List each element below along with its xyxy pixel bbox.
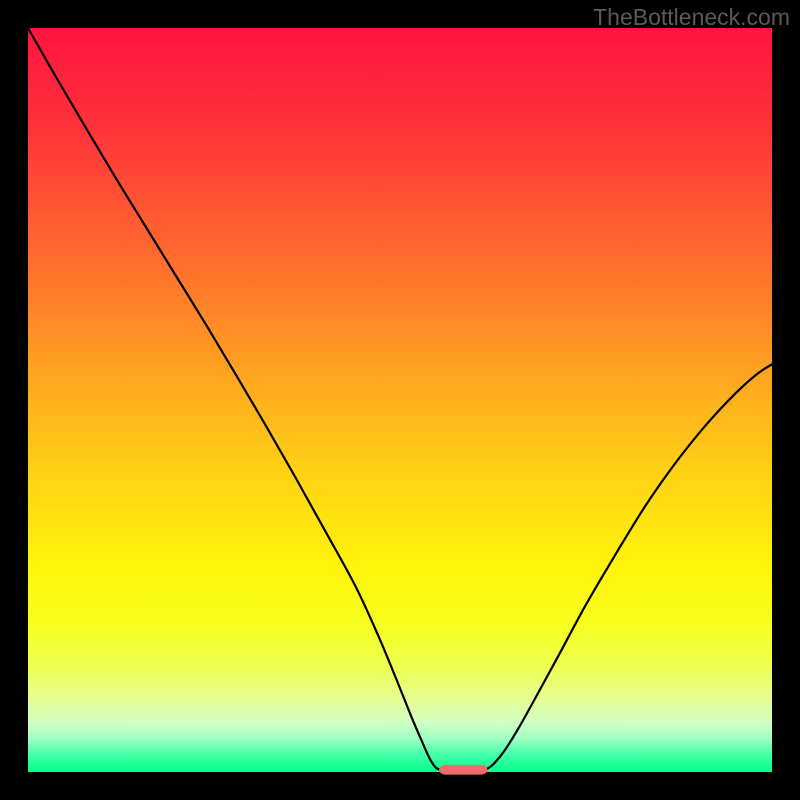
plot-background xyxy=(28,28,772,772)
bottleneck-marker xyxy=(439,765,487,775)
watermark-text: TheBottleneck.com xyxy=(593,4,790,31)
bottleneck-chart xyxy=(0,0,800,800)
chart-frame: TheBottleneck.com xyxy=(0,0,800,800)
